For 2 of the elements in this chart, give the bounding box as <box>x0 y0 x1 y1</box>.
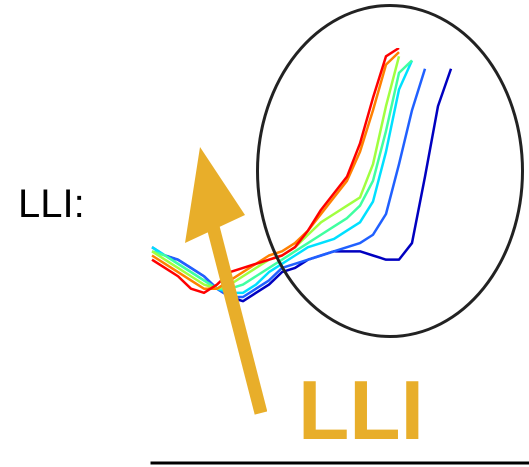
annotation: LLI <box>298 363 424 457</box>
y-axis-title: LLI: <box>18 182 85 227</box>
